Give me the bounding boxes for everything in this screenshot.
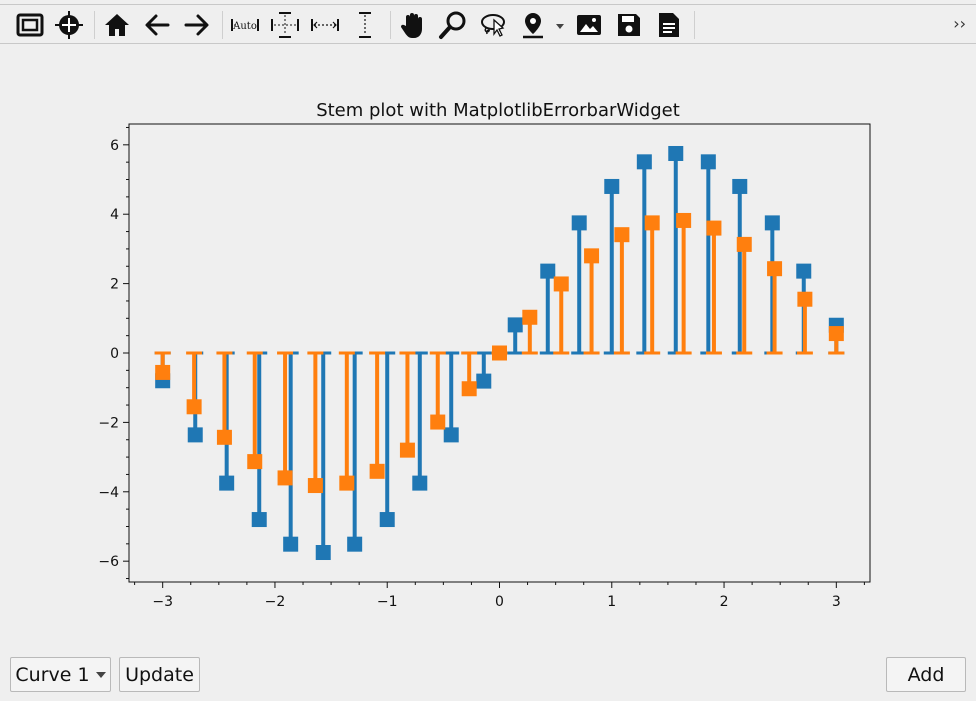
data-point-marker — [700, 154, 716, 170]
data-point-marker — [187, 427, 203, 443]
data-point-marker — [736, 236, 752, 252]
toolbar: Auto ›› — [0, 4, 976, 44]
update-button[interactable]: Update — [119, 657, 200, 692]
series-2 — [154, 212, 845, 494]
marker-dropdown-arrow-icon[interactable] — [556, 24, 564, 29]
data-point-marker — [571, 215, 587, 231]
curve-select[interactable]: Curve 1 — [10, 657, 111, 692]
data-point-marker — [379, 512, 395, 528]
toolbar-separator — [390, 11, 391, 39]
data-point-marker — [369, 463, 385, 479]
data-point-marker — [797, 291, 813, 307]
data-point-marker — [399, 442, 415, 458]
data-point-marker — [553, 276, 569, 292]
data-point-marker — [461, 381, 477, 397]
toolbar-separator — [222, 11, 223, 39]
data-point-marker — [540, 263, 556, 279]
data-point-marker — [283, 536, 299, 552]
toolbar-separator — [94, 11, 95, 39]
data-point-marker — [828, 326, 844, 342]
toolbar-separator — [694, 11, 695, 39]
data-point-marker — [668, 145, 684, 161]
data-point-marker — [315, 545, 331, 561]
y-tick-label: 4 — [110, 207, 119, 223]
autoscale-x-icon[interactable] — [309, 9, 341, 41]
data-point-marker — [216, 429, 232, 445]
data-point-marker — [412, 475, 428, 491]
chart-title: Stem plot with MatplotlibErrorbarWidget — [316, 100, 680, 121]
y-tick-label: −4 — [98, 485, 119, 501]
x-tick-label: 2 — [720, 594, 729, 608]
data-point-marker — [732, 178, 748, 194]
data-point-marker — [219, 475, 235, 491]
data-point-marker — [644, 215, 660, 231]
data-point-marker — [764, 215, 780, 231]
data-point-marker — [492, 345, 507, 361]
data-point-marker — [584, 248, 600, 264]
data-point-marker — [277, 470, 293, 486]
home-icon[interactable] — [101, 9, 133, 41]
document-icon[interactable] — [653, 9, 685, 41]
y-tick-label: 0 — [110, 346, 119, 362]
y-tick-label: 2 — [110, 277, 119, 293]
save-icon[interactable] — [613, 9, 645, 41]
autoscale-icon[interactable]: Auto — [229, 9, 261, 41]
data-point-marker — [796, 263, 812, 279]
data-point-marker — [251, 512, 267, 528]
image-icon[interactable] — [573, 9, 605, 41]
data-point-marker — [522, 309, 538, 325]
data-point-marker — [307, 478, 323, 494]
x-tick-label: −2 — [265, 594, 286, 608]
data-point-marker — [676, 212, 692, 228]
data-point-marker — [614, 227, 630, 243]
data-point-marker — [186, 399, 202, 415]
data-point-marker — [443, 427, 459, 443]
curve-select-value: Curve 1 — [15, 663, 90, 686]
data-point-marker — [604, 178, 620, 194]
toolbar-overflow-button[interactable]: ›› — [953, 14, 966, 33]
data-point-marker — [476, 373, 492, 389]
data-point-marker — [155, 364, 171, 380]
data-point-marker — [507, 317, 523, 333]
marker-pin-icon[interactable] — [517, 9, 549, 41]
lasso-icon[interactable] — [477, 9, 509, 41]
x-tick-label: 1 — [607, 594, 616, 608]
back-arrow-icon[interactable] — [141, 9, 173, 41]
x-tick-label: 0 — [495, 594, 504, 608]
chevron-down-icon — [95, 671, 106, 678]
stem-chart[interactable]: Stem plot with MatplotlibErrorbarWidget … — [0, 48, 976, 608]
y-tick-label: −6 — [98, 554, 119, 570]
data-point-marker — [347, 536, 363, 552]
pan-hand-icon[interactable] — [397, 9, 429, 41]
autoscale-xy-icon[interactable] — [269, 9, 301, 41]
forward-arrow-icon[interactable] — [181, 9, 213, 41]
zoom-icon[interactable] — [437, 9, 469, 41]
data-point-marker — [767, 261, 783, 277]
autoscale-y-icon[interactable] — [349, 9, 381, 41]
data-point-marker — [636, 154, 652, 170]
fit-frame-icon[interactable] — [14, 9, 46, 41]
add-button[interactable]: Add — [886, 657, 966, 692]
autoscale-label: Auto — [232, 21, 257, 32]
data-point-marker — [247, 454, 263, 470]
y-tick-label: 6 — [110, 138, 119, 154]
data-point-marker — [430, 414, 446, 430]
crosshair-icon[interactable] — [53, 9, 85, 41]
x-tick-label: −1 — [377, 594, 398, 608]
y-tick-label: −2 — [98, 415, 119, 431]
data-point-marker — [339, 475, 355, 491]
x-tick-label: 3 — [832, 594, 841, 608]
x-tick-label: −3 — [152, 594, 173, 608]
data-point-marker — [706, 220, 722, 236]
